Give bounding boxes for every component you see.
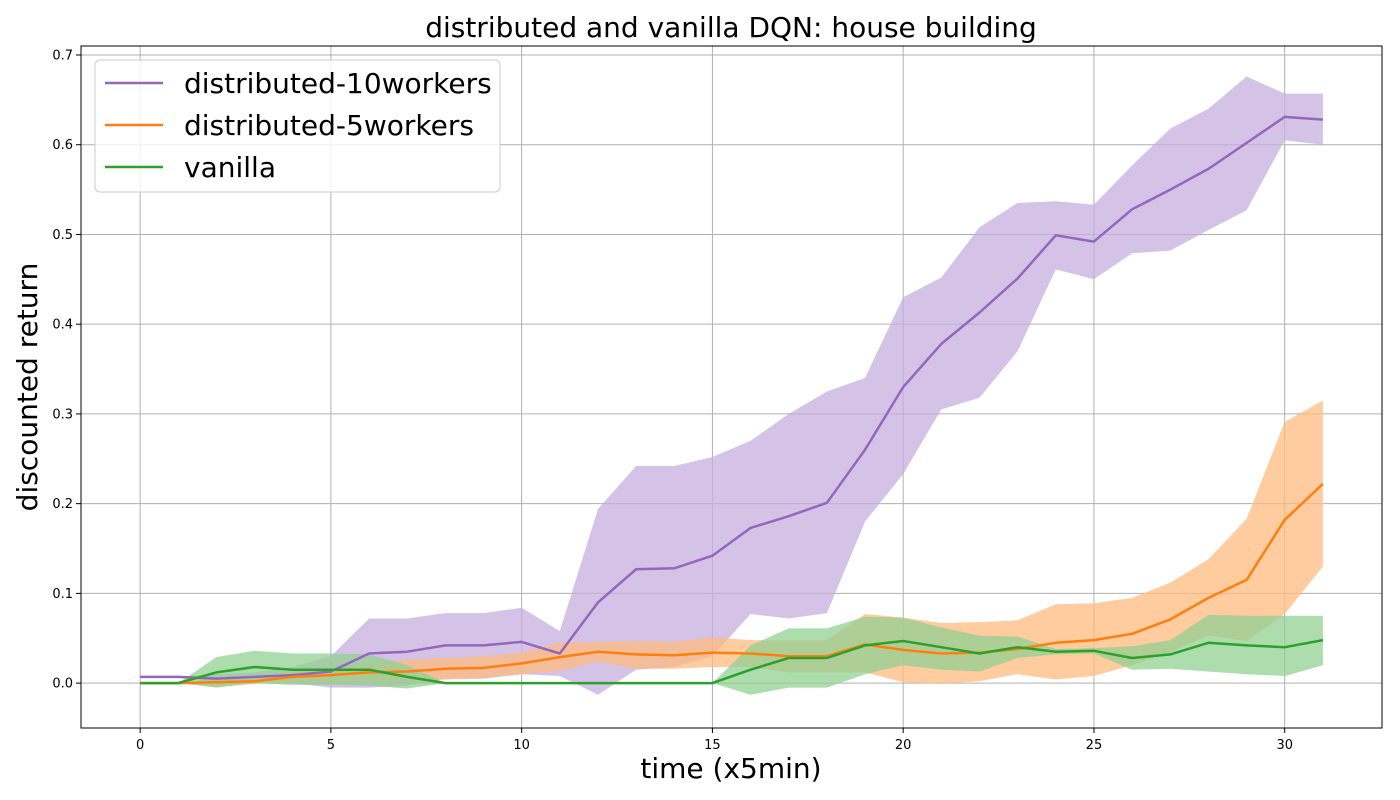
axis-ticks: 0 5 10 15 20 25 30 0.0 0.1 0.2 0.3 0.4 0.5 0.6 0.7 [52,48,1293,753]
chart-title: distributed and vanilla DQN: house build… [425,11,1037,44]
x-tick-label: 0 [136,738,144,753]
y-tick-label: 0.7 [52,48,73,63]
confidence-bands [140,76,1323,695]
x-tick-label: 5 [327,738,335,753]
y-tick-label: 0.3 [52,407,73,422]
series-lines [140,115,1324,685]
y-tick-label: 0.6 [52,138,73,153]
plot-frame [80,45,1383,729]
legend-label: distributed-10workers [184,67,492,100]
x-axis-title: time (x5min) [640,752,821,785]
legend-label: distributed-5workers [184,109,474,142]
legend: distributed-10workers distributed-5worker… [94,59,501,193]
y-tick-label: 0.1 [52,587,73,602]
y-axis-title: discounted return [11,263,44,512]
series-line-vanilla [140,638,1324,685]
band-distributed-10workers [140,76,1323,695]
y-tick-label: 0.2 [52,497,73,512]
x-tick-label: 20 [895,738,912,753]
x-tick-label: 25 [1086,738,1103,753]
legend-box [94,59,501,193]
x-tick-label: 30 [1276,738,1293,753]
band-vanilla [140,614,1323,695]
y-tick-label: 0.4 [52,318,73,333]
x-tick-label: 15 [704,738,721,753]
series-line-distributed-5workers [140,482,1324,685]
legend-label: vanilla [184,151,276,184]
y-tick-label: 0.5 [52,228,73,243]
x-tick-label: 10 [513,738,530,753]
y-tick-label: 0.0 [52,677,73,692]
